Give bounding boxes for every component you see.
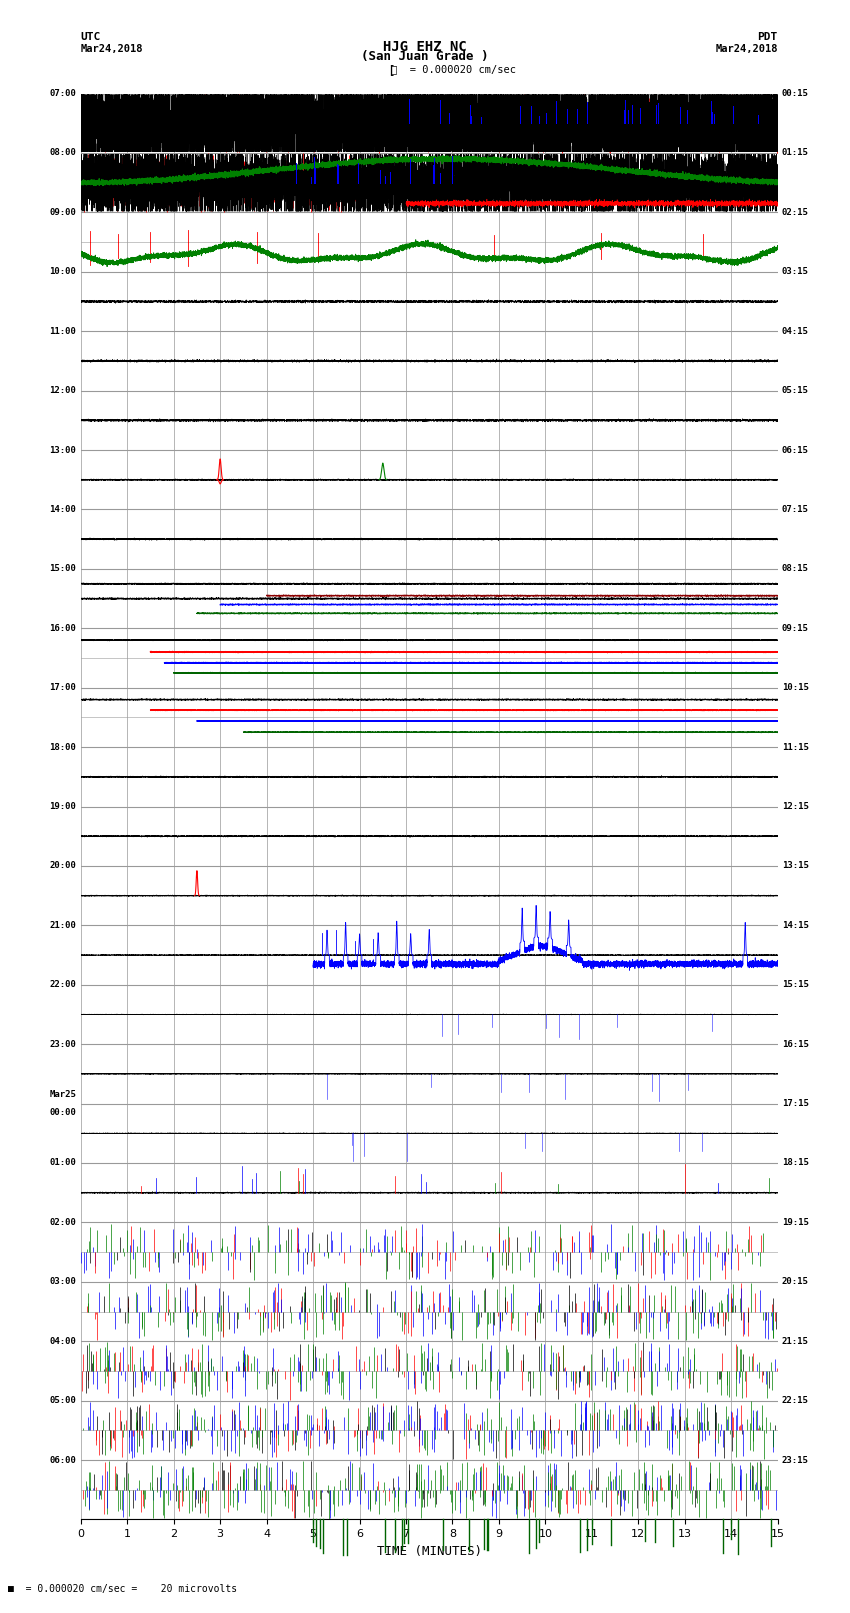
Text: [: [ bbox=[387, 65, 394, 77]
Text: HJG EHZ NC: HJG EHZ NC bbox=[383, 40, 467, 55]
Text: 02:00: 02:00 bbox=[49, 1218, 76, 1227]
Text: 03:15: 03:15 bbox=[782, 268, 809, 276]
Text: 14:15: 14:15 bbox=[782, 921, 809, 929]
Text: 09:00: 09:00 bbox=[49, 208, 76, 216]
Text: 22:00: 22:00 bbox=[49, 981, 76, 989]
Text: 01:00: 01:00 bbox=[49, 1158, 76, 1168]
Text: 02:15: 02:15 bbox=[782, 208, 809, 216]
Text: 18:15: 18:15 bbox=[782, 1158, 809, 1168]
Text: 23:00: 23:00 bbox=[49, 1040, 76, 1048]
Text: 00:15: 00:15 bbox=[782, 89, 809, 98]
Text: 07:00: 07:00 bbox=[49, 89, 76, 98]
Text: 11:00: 11:00 bbox=[49, 327, 76, 336]
Text: 07:15: 07:15 bbox=[782, 505, 809, 515]
Text: 19:15: 19:15 bbox=[782, 1218, 809, 1227]
Text: 15:00: 15:00 bbox=[49, 565, 76, 573]
Text: 20:15: 20:15 bbox=[782, 1277, 809, 1286]
Text: 00:00: 00:00 bbox=[49, 1108, 76, 1118]
Text: 12:00: 12:00 bbox=[49, 386, 76, 395]
Text: Mar25: Mar25 bbox=[49, 1090, 76, 1098]
Text: 04:15: 04:15 bbox=[782, 327, 809, 336]
Text: 01:15: 01:15 bbox=[782, 148, 809, 158]
Text: (San Juan Grade ): (San Juan Grade ) bbox=[361, 50, 489, 63]
Text: 14:00: 14:00 bbox=[49, 505, 76, 515]
Text: 03:00: 03:00 bbox=[49, 1277, 76, 1286]
Text: 21:00: 21:00 bbox=[49, 921, 76, 929]
Text: 15:15: 15:15 bbox=[782, 981, 809, 989]
Text: 22:15: 22:15 bbox=[782, 1397, 809, 1405]
Text: 08:15: 08:15 bbox=[782, 565, 809, 573]
Text: Mar24,2018: Mar24,2018 bbox=[81, 44, 144, 53]
Text: 16:15: 16:15 bbox=[782, 1040, 809, 1048]
Text: 08:00: 08:00 bbox=[49, 148, 76, 158]
Text: 10:00: 10:00 bbox=[49, 268, 76, 276]
Text: Mar24,2018: Mar24,2018 bbox=[715, 44, 778, 53]
Text: 06:15: 06:15 bbox=[782, 445, 809, 455]
Text: 17:00: 17:00 bbox=[49, 684, 76, 692]
Text: 20:00: 20:00 bbox=[49, 861, 76, 871]
Text: ■  = 0.000020 cm/sec =    20 microvolts: ■ = 0.000020 cm/sec = 20 microvolts bbox=[8, 1584, 238, 1594]
Text: 05:00: 05:00 bbox=[49, 1397, 76, 1405]
Text: 10:15: 10:15 bbox=[782, 684, 809, 692]
Text: 21:15: 21:15 bbox=[782, 1337, 809, 1345]
Text: 17:15: 17:15 bbox=[782, 1098, 809, 1108]
Text: ⎯  = 0.000020 cm/sec: ⎯ = 0.000020 cm/sec bbox=[391, 65, 516, 74]
Text: 09:15: 09:15 bbox=[782, 624, 809, 632]
Text: 13:00: 13:00 bbox=[49, 445, 76, 455]
Text: 23:15: 23:15 bbox=[782, 1455, 809, 1465]
Text: 13:15: 13:15 bbox=[782, 861, 809, 871]
Text: 04:00: 04:00 bbox=[49, 1337, 76, 1345]
Text: 12:15: 12:15 bbox=[782, 802, 809, 811]
X-axis label: TIME (MINUTES): TIME (MINUTES) bbox=[377, 1545, 482, 1558]
Text: 05:15: 05:15 bbox=[782, 386, 809, 395]
Text: 06:00: 06:00 bbox=[49, 1455, 76, 1465]
Text: 11:15: 11:15 bbox=[782, 742, 809, 752]
Text: 18:00: 18:00 bbox=[49, 742, 76, 752]
Text: 19:00: 19:00 bbox=[49, 802, 76, 811]
Text: PDT: PDT bbox=[757, 32, 778, 42]
Text: UTC: UTC bbox=[81, 32, 101, 42]
Text: 16:00: 16:00 bbox=[49, 624, 76, 632]
